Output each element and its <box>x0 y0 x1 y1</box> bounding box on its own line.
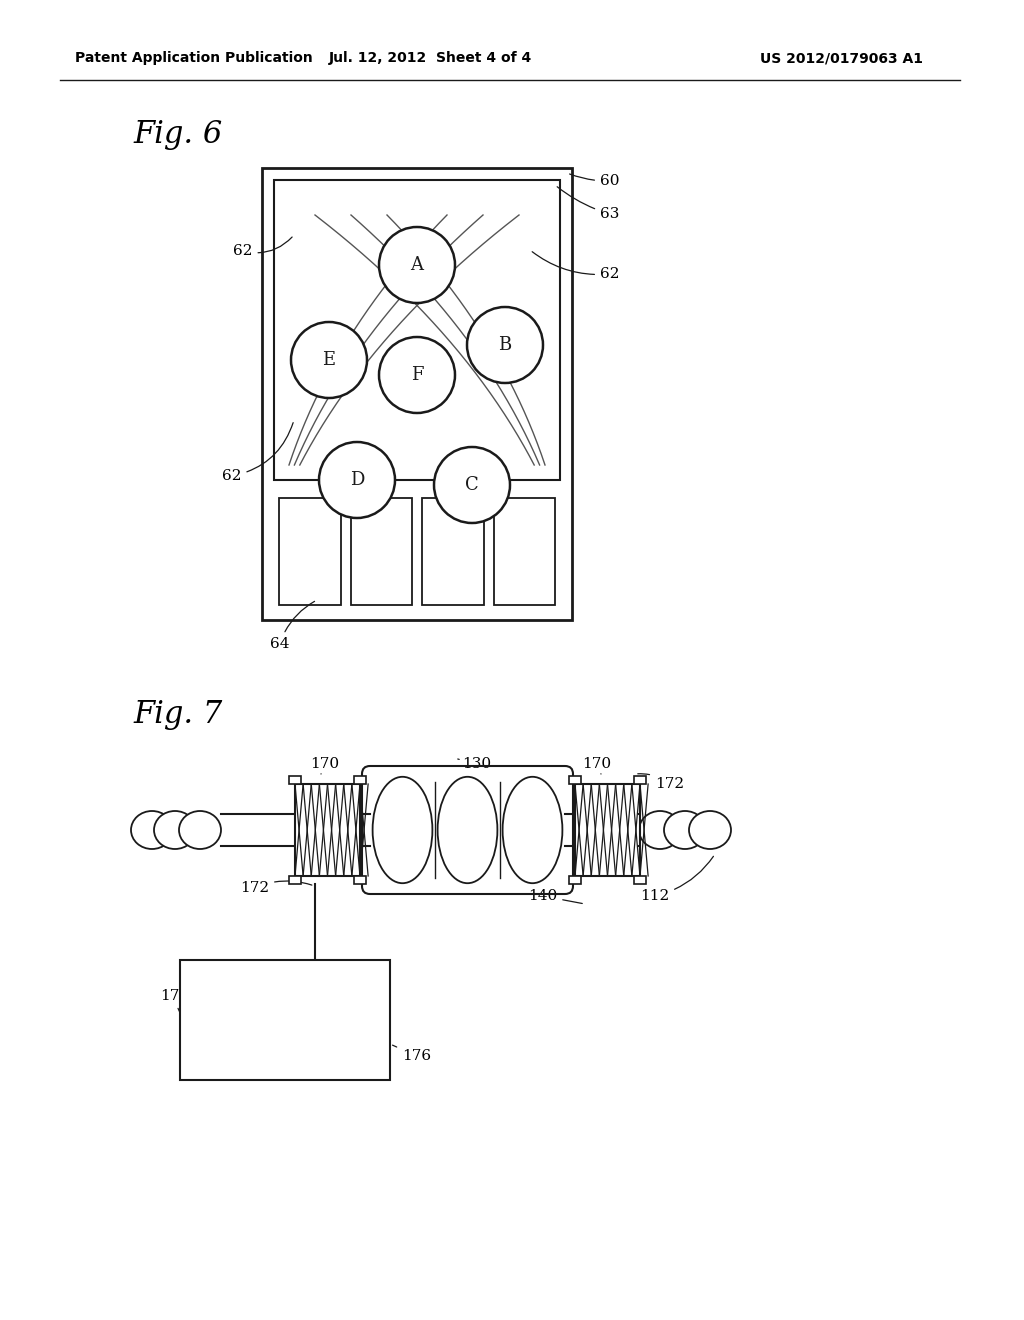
Bar <box>274 180 560 480</box>
Ellipse shape <box>437 776 498 883</box>
Text: 60: 60 <box>569 174 620 187</box>
Bar <box>575 784 640 876</box>
Text: 172: 172 <box>240 880 312 895</box>
Text: US 2012/0179063 A1: US 2012/0179063 A1 <box>760 51 923 65</box>
Circle shape <box>319 442 395 517</box>
Ellipse shape <box>131 810 173 849</box>
Text: F: F <box>411 366 423 384</box>
Bar <box>180 960 390 1080</box>
Text: 112: 112 <box>640 857 714 903</box>
Text: 176: 176 <box>392 1045 431 1063</box>
Text: B: B <box>499 337 512 354</box>
Text: Fig. 6: Fig. 6 <box>133 120 222 150</box>
Bar <box>569 876 581 884</box>
Bar <box>295 784 360 876</box>
Circle shape <box>291 322 367 399</box>
Bar <box>279 498 341 605</box>
Bar <box>354 776 366 784</box>
Text: 63: 63 <box>557 186 620 220</box>
Text: A: A <box>411 256 424 275</box>
Ellipse shape <box>503 776 562 883</box>
Text: 64: 64 <box>270 602 314 651</box>
Ellipse shape <box>689 810 731 849</box>
Text: 62: 62 <box>532 252 620 281</box>
Text: 174: 174 <box>160 989 193 1028</box>
Ellipse shape <box>373 776 432 883</box>
Bar <box>350 498 412 605</box>
Text: D: D <box>350 471 365 488</box>
Circle shape <box>379 337 455 413</box>
Bar <box>575 784 640 876</box>
Bar <box>569 776 581 784</box>
Text: Jul. 12, 2012  Sheet 4 of 4: Jul. 12, 2012 Sheet 4 of 4 <box>329 51 531 65</box>
Bar <box>262 168 572 620</box>
Text: 170: 170 <box>582 756 611 774</box>
Ellipse shape <box>154 810 196 849</box>
Text: C: C <box>465 477 479 494</box>
Text: 140: 140 <box>528 888 583 903</box>
Bar <box>422 498 483 605</box>
Circle shape <box>467 308 543 383</box>
Ellipse shape <box>639 810 681 849</box>
Circle shape <box>379 227 455 304</box>
Circle shape <box>434 447 510 523</box>
Bar <box>634 776 646 784</box>
Text: E: E <box>323 351 336 370</box>
Text: 62: 62 <box>233 238 292 257</box>
Ellipse shape <box>664 810 706 849</box>
Bar <box>354 876 366 884</box>
Text: 172: 172 <box>638 774 684 791</box>
Text: Patent Application Publication: Patent Application Publication <box>75 51 312 65</box>
Ellipse shape <box>179 810 221 849</box>
Text: 130: 130 <box>458 756 492 771</box>
Bar <box>295 784 360 876</box>
Text: 62: 62 <box>222 422 293 483</box>
Text: Fig. 7: Fig. 7 <box>133 700 222 730</box>
Bar <box>634 876 646 884</box>
Text: 170: 170 <box>310 756 339 774</box>
Bar <box>289 776 301 784</box>
Bar <box>494 498 555 605</box>
Bar <box>289 876 301 884</box>
